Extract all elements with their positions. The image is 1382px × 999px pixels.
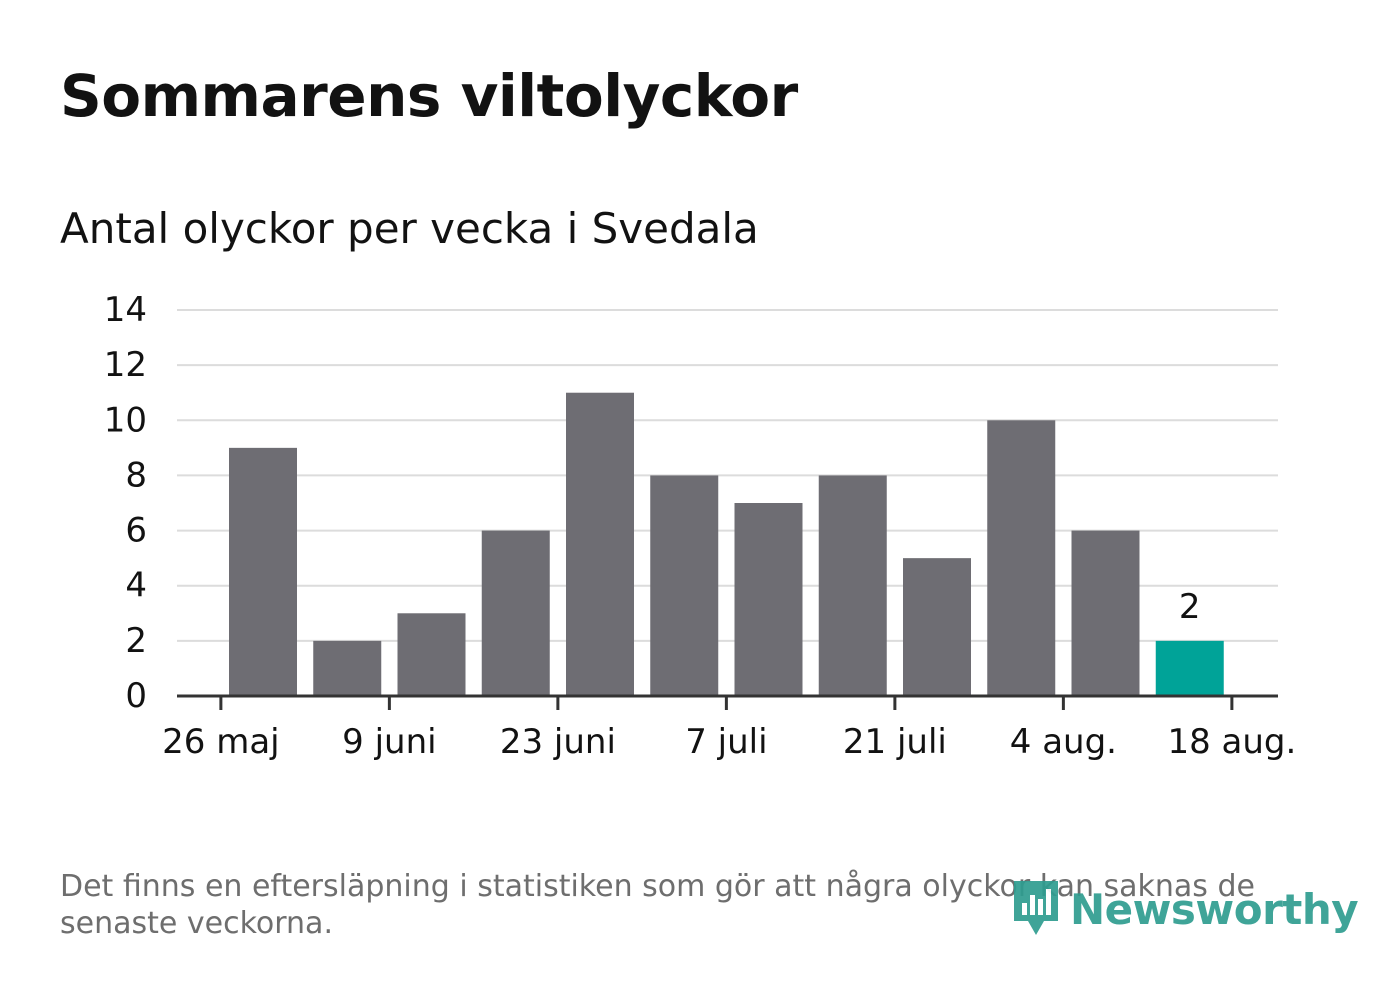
bar	[903, 558, 971, 696]
bar	[1071, 530, 1140, 696]
data-label: 2	[1179, 587, 1201, 627]
bar	[397, 613, 466, 696]
y-tick-label: 14	[104, 290, 147, 330]
bar	[229, 447, 297, 696]
y-tick-label: 2	[125, 621, 147, 661]
bar	[481, 530, 550, 696]
y-tick-label: 4	[125, 566, 147, 606]
bar-chart: 0 2 4 6 8 10 12 14 26 maj 9 juni 23 juni 7 juli 21 …	[104, 290, 1297, 762]
newsworthy-logo: Newsworthy	[1010, 874, 1359, 944]
y-tick-label: 6	[125, 511, 147, 551]
bars	[229, 392, 1224, 696]
bar	[1155, 640, 1224, 696]
bar	[818, 475, 887, 696]
chart-title: Sommarens viltolyckor	[60, 62, 798, 130]
newsworthy-logo-text: Newsworthy	[1070, 884, 1359, 934]
y-axis-labels: 0 2 4 6 8 10 12 14	[104, 290, 147, 716]
bar	[566, 392, 634, 696]
chart-subtitle: Antal olyckor per vecka i Svedala	[60, 204, 759, 253]
x-tick-label: 4 aug.	[1010, 722, 1117, 762]
y-tick-label: 0	[125, 676, 147, 716]
bar	[313, 640, 382, 696]
y-tick-label: 8	[125, 455, 147, 495]
x-tick-label: 26 maj	[162, 722, 279, 762]
x-axis-labels: 26 maj 9 juni 23 juni 7 juli 21 juli 4 aug. 18…	[162, 722, 1296, 762]
newsworthy-logo-icon	[1014, 881, 1058, 935]
y-tick-label: 12	[104, 345, 147, 385]
bar	[987, 420, 1056, 696]
x-tick-label: 7 juli	[685, 722, 767, 762]
data-labels: 2	[1179, 587, 1201, 627]
bar	[734, 503, 803, 696]
x-axis	[177, 694, 1278, 710]
x-tick-label: 9 juni	[342, 722, 436, 762]
y-tick-label: 10	[104, 400, 147, 440]
bar	[650, 475, 719, 696]
x-tick-label: 18 aug.	[1167, 722, 1296, 762]
x-tick-label: 21 juli	[843, 722, 947, 762]
x-tick-label: 23 juni	[500, 722, 616, 762]
